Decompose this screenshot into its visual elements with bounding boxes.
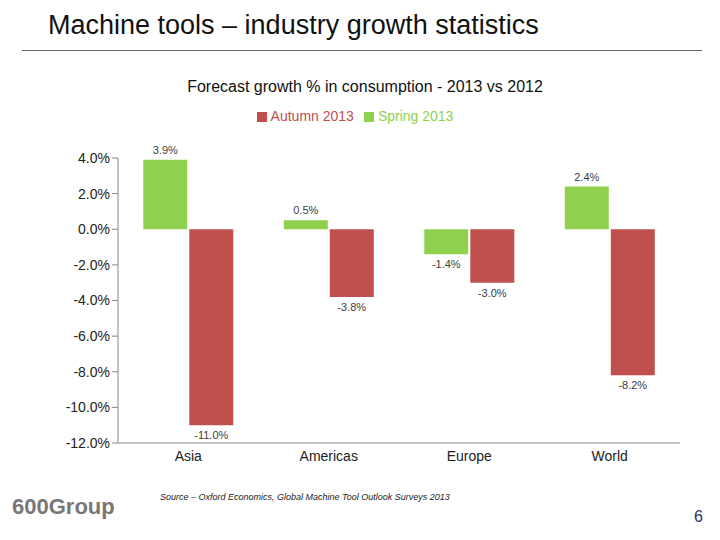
svg-text:-4.0%: -4.0%	[73, 292, 110, 308]
html-text:Spring 2013: Spring 2013	[377, 108, 454, 124]
svg-text:-8.2%: -8.2%	[618, 379, 647, 391]
html-text:Source – Oxford Economics, Glo: Source – Oxford Economics, Global Machin…	[160, 492, 450, 502]
svg-text:2.4%: 2.4%	[574, 171, 599, 183]
svg-text:-6.0%: -6.0%	[73, 328, 110, 344]
svg-text:3.9%: 3.9%	[153, 144, 178, 156]
svg-text:Asia: Asia	[175, 448, 202, 464]
html-text:600Group: 600Group	[12, 494, 115, 519]
svg-text:-2.0%: -2.0%	[73, 257, 110, 273]
html-text:Forecast growth % in consumpti: Forecast growth % in consumption - 2013 …	[187, 78, 543, 95]
svg-text:-3.8%: -3.8%	[337, 301, 366, 313]
svg-text:Americas: Americas	[300, 448, 358, 464]
svg-text:4.0%: 4.0%	[78, 150, 110, 166]
svg-text:-3.0%: -3.0%	[478, 287, 507, 299]
html-text:6: 6	[694, 508, 703, 525]
svg-text:-8.0%: -8.0%	[73, 364, 110, 380]
svg-text:-12.0%: -12.0%	[66, 435, 110, 451]
svg-text:-10.0%: -10.0%	[66, 399, 110, 415]
svg-text:-11.0%: -11.0%	[194, 429, 228, 441]
svg-text:Europe: Europe	[447, 448, 492, 464]
html-text:Autumn 2013: Autumn 2013	[270, 108, 354, 124]
svg-text:0.5%: 0.5%	[293, 204, 318, 216]
html-text:Machine tools – industry growt: Machine tools – industry growth statisti…	[48, 10, 539, 40]
svg-text:0.0%: 0.0%	[78, 221, 110, 237]
svg-text:2.0%: 2.0%	[78, 186, 110, 202]
svg-text:World: World	[592, 448, 628, 464]
svg-text:-1.4%: -1.4%	[432, 258, 461, 270]
